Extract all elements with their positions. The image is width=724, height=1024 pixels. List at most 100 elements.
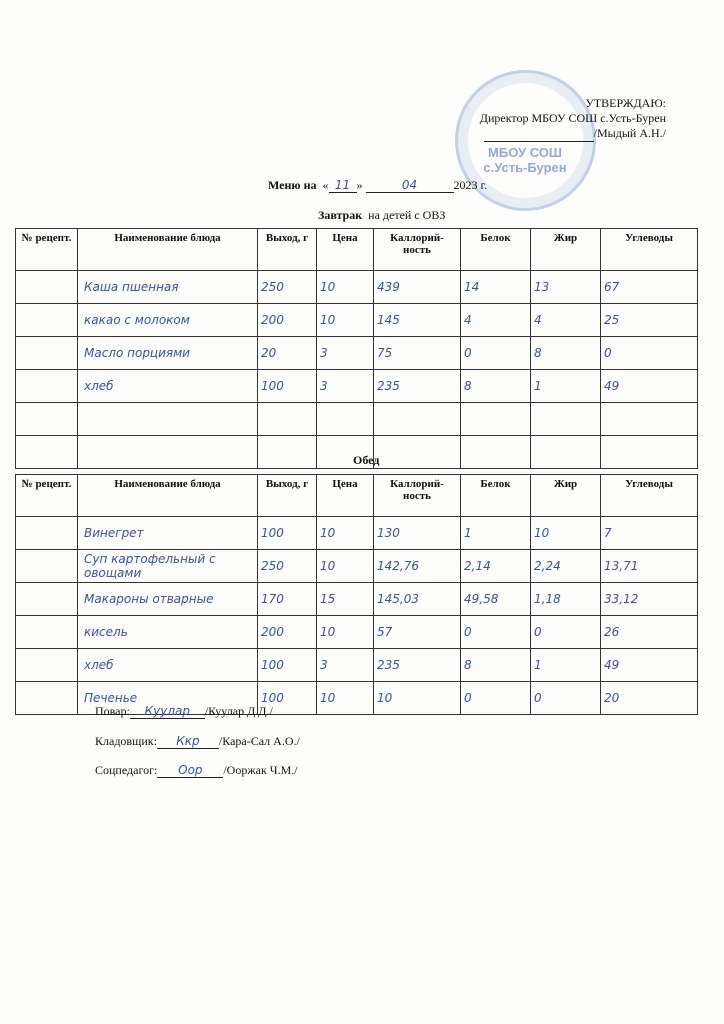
table-row: Суп картофельный с овощами 250 10 142,76 2,1…: [15, 549, 698, 583]
dish-name-cell: [77, 435, 258, 469]
table-cell: 142,76: [373, 549, 461, 583]
table-cell: 7: [600, 516, 698, 550]
dish-name-cell: Винегрет: [77, 516, 258, 550]
dish-name-cell: какао с молоком: [77, 303, 258, 337]
table-cell: 130: [373, 516, 461, 550]
column-header: Наименование блюда: [77, 228, 258, 271]
column-header: Углеводы: [600, 228, 698, 271]
lunch-table: № рецепт. Наименование блюда Выход, г Цена К…: [15, 474, 698, 715]
table-cell: 20: [600, 681, 698, 715]
table-cell: 2,14: [460, 549, 531, 583]
table-cell: [15, 435, 78, 469]
header-row: № рецепт. Наименование блюда Выход, г Цена К…: [15, 228, 698, 271]
table-cell: [15, 615, 78, 649]
table-cell: 439: [373, 270, 461, 304]
dish-name-cell: Каша пшенная: [77, 270, 258, 304]
column-header: Жир: [530, 228, 601, 271]
table-cell: [15, 303, 78, 337]
table-cell: 10: [316, 681, 374, 715]
table-cell: 0: [600, 336, 698, 370]
official-stamp: МБОУ СОШ с.Усть-Бурен: [455, 70, 596, 211]
table-cell: 0: [460, 615, 531, 649]
table-row: [15, 402, 698, 436]
table-cell: 10: [373, 681, 461, 715]
table-row: какао с молоком 200 10 145 4 4 25: [15, 303, 698, 337]
table-cell: [316, 402, 374, 436]
table-cell: [15, 681, 78, 715]
table-cell: 57: [373, 615, 461, 649]
table-cell: [15, 270, 78, 304]
table-cell: 235: [373, 648, 461, 682]
table-cell: 3: [316, 369, 374, 403]
table-cell: 49: [600, 648, 698, 682]
table-cell: 1: [460, 516, 531, 550]
table-cell: [15, 336, 78, 370]
table-cell: [373, 402, 461, 436]
table-cell: 10: [316, 303, 374, 337]
table-cell: 1,18: [530, 582, 601, 616]
menu-year: 2023 г.: [453, 178, 488, 192]
table-cell: [15, 516, 78, 550]
table-cell: [257, 435, 317, 469]
breakfast-table: № рецепт. Наименование блюда Выход, г Цена К…: [15, 228, 698, 469]
table-cell: 250: [257, 549, 317, 583]
table-cell: 200: [257, 615, 317, 649]
table-cell: 10: [316, 516, 374, 550]
table-row: хлеб 100 3 235 8 1 49: [15, 369, 698, 403]
table-cell: 8: [530, 336, 601, 370]
table-cell: 235: [373, 369, 461, 403]
table-row: [15, 435, 698, 469]
director-name: /Мыдый А.Н./: [593, 126, 666, 140]
table-cell: 13: [530, 270, 601, 304]
table-cell: 0: [460, 336, 531, 370]
table-cell: 0: [530, 681, 601, 715]
table-cell: [257, 402, 317, 436]
table-cell: 26: [600, 615, 698, 649]
column-header: № рецепт.: [15, 228, 78, 271]
menu-month: 04: [365, 178, 454, 193]
menu-date: Меню на «11» 04 2023 г.: [268, 178, 488, 193]
dish-name-cell: Печенье: [77, 681, 258, 715]
table-cell: 67: [600, 270, 698, 304]
table-cell: 2,24: [530, 549, 601, 583]
column-header: Выход, г: [257, 474, 317, 517]
table-cell: 10: [530, 516, 601, 550]
table-cell: 200: [257, 303, 317, 337]
table-cell: 0: [460, 681, 531, 715]
column-header: Цена: [316, 228, 374, 271]
table-cell: [530, 402, 601, 436]
signature-cook: Повар: Куулар/Куулар Д.Д./: [95, 704, 273, 719]
dish-name-cell: кисель: [77, 615, 258, 649]
column-header: Каллорий-ность: [373, 474, 461, 517]
table-cell: 75: [373, 336, 461, 370]
column-header: Наименование блюда: [77, 474, 258, 517]
table-cell: [15, 549, 78, 583]
table-row: Каша пшенная 250 10 439 14 13 67: [15, 270, 698, 304]
table-cell: 10: [316, 615, 374, 649]
table-cell: 14: [460, 270, 531, 304]
table-cell: 0: [530, 615, 601, 649]
table-row: Винегрет 100 10 130 1 10 7: [15, 516, 698, 550]
lunch-caption: Обед: [353, 453, 380, 467]
table-cell: 10: [316, 549, 374, 583]
signature-storekeeper: Кладовщик: Ккр/Кара-Сал А.О./: [95, 734, 300, 749]
table-cell: 4: [530, 303, 601, 337]
dish-name-cell: Масло порциями: [77, 336, 258, 370]
table-cell: 33,12: [600, 582, 698, 616]
column-header: № рецепт.: [15, 474, 78, 517]
column-header: Выход, г: [257, 228, 317, 271]
table-cell: 20: [257, 336, 317, 370]
table-cell: 100: [257, 648, 317, 682]
table-cell: 145: [373, 303, 461, 337]
dish-name-cell: [77, 402, 258, 436]
table-cell: [600, 402, 698, 436]
table-cell: 100: [257, 369, 317, 403]
dish-name-cell: хлеб: [77, 648, 258, 682]
table-cell: 10: [316, 270, 374, 304]
column-header: Жир: [530, 474, 601, 517]
table-row: Макароны отварные 170 15 145,03 49,58 1,18 33,…: [15, 582, 698, 616]
table-cell: 250: [257, 270, 317, 304]
table-cell: 1: [530, 369, 601, 403]
table-row: Масло порциями 20 3 75 0 8 0: [15, 336, 698, 370]
column-header: Углеводы: [600, 474, 698, 517]
